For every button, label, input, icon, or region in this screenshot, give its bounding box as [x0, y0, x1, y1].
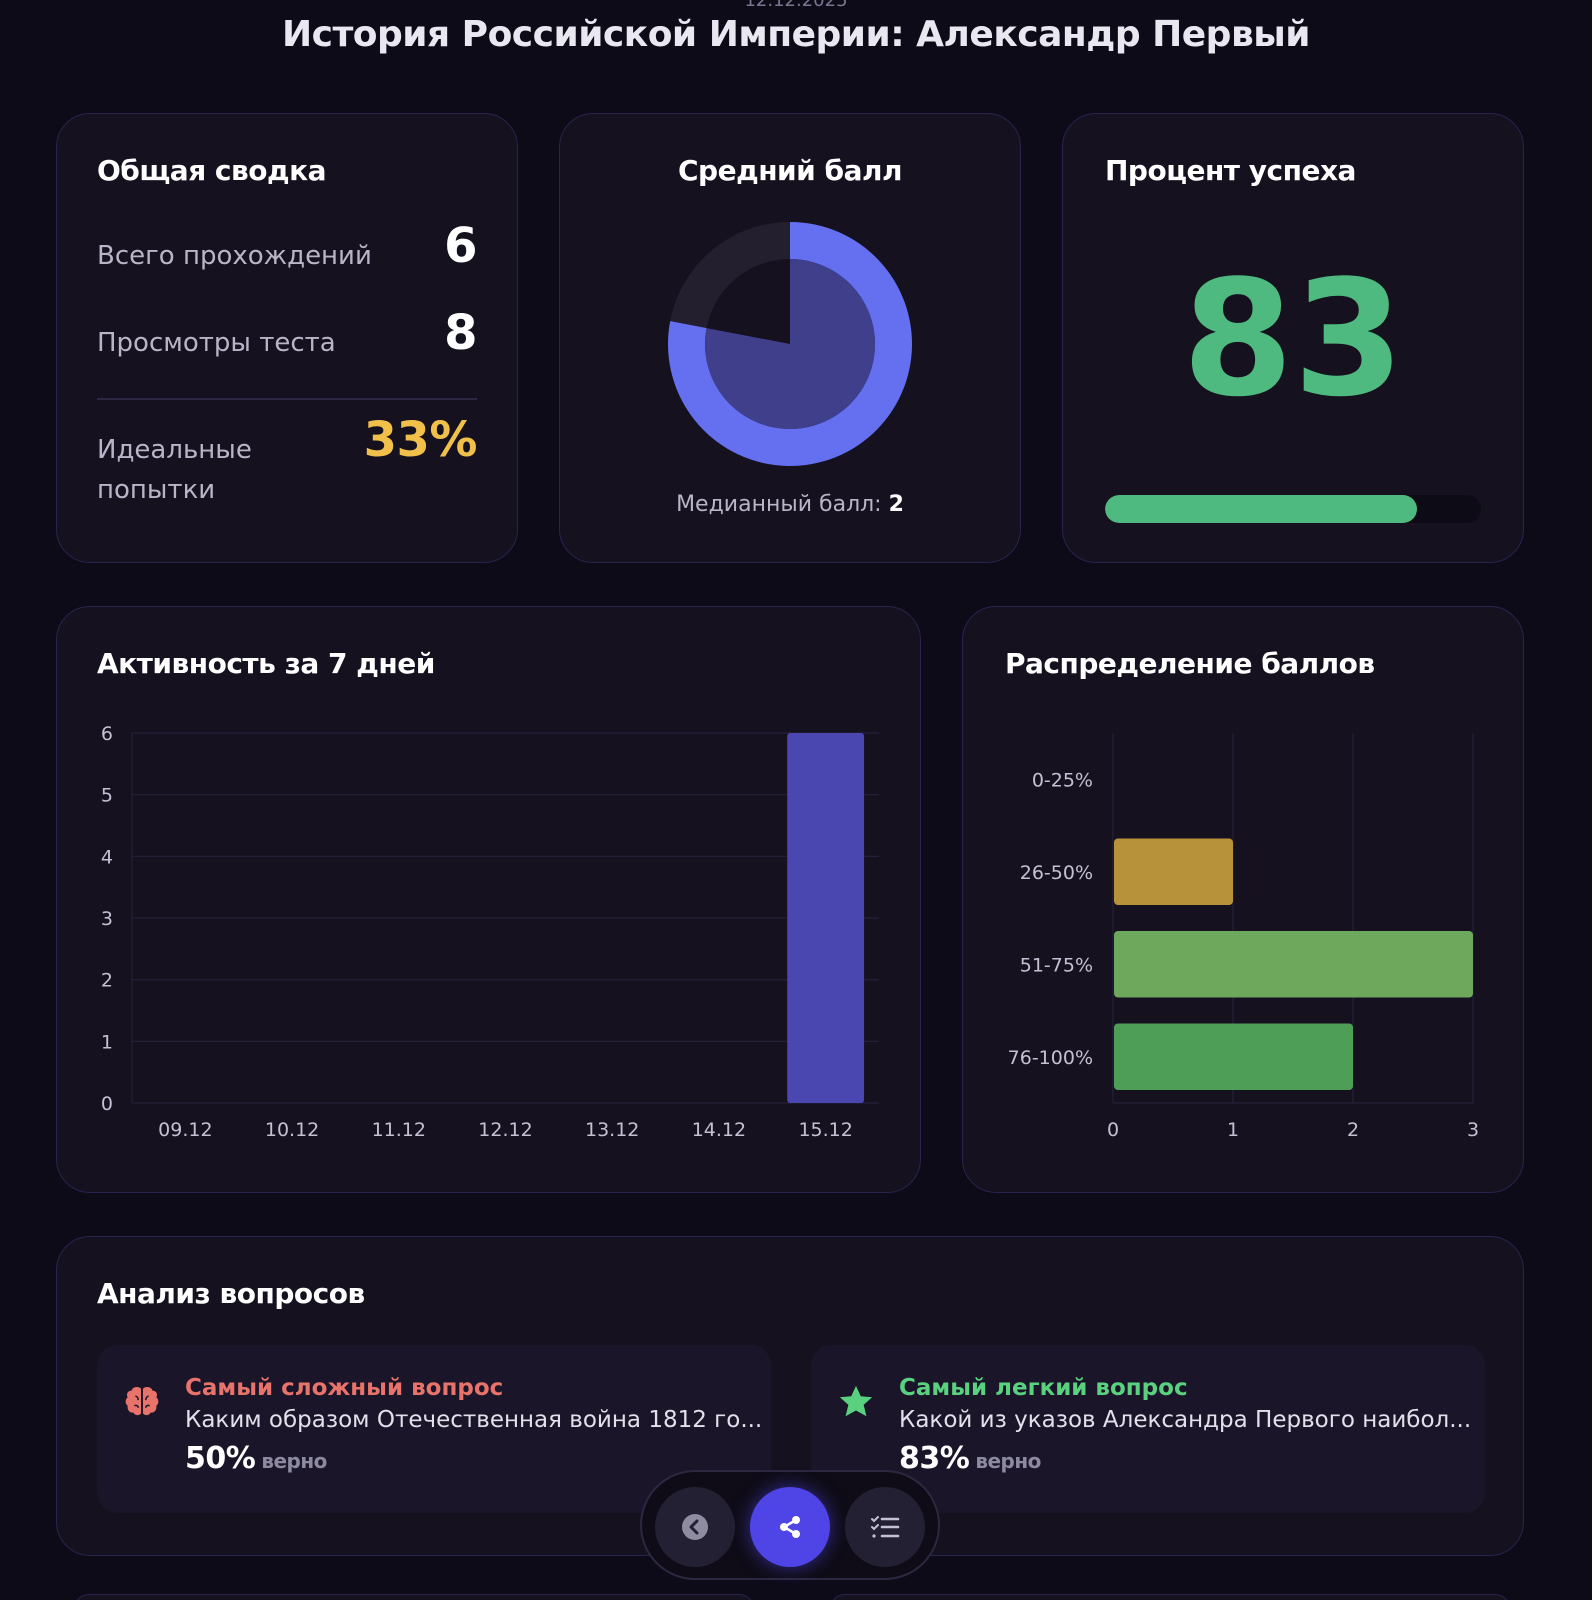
- star-icon: [839, 1385, 873, 1417]
- report-date: 12.12.2025: [744, 0, 848, 11]
- activity-bar: [787, 733, 865, 1103]
- next-card-peek-left: [74, 1594, 754, 1600]
- activity-chart: 0 1 2 3 4 5 6 09.12 10.12 11.12 12.12 13.12 14.12 15.…: [101, 723, 879, 1141]
- distribution-x-tick: 1: [1227, 1119, 1239, 1141]
- distribution-bar: [1114, 1023, 1353, 1091]
- distribution-y-tick: 26-50%: [1020, 862, 1093, 884]
- activity-x-tick: 10.12: [265, 1119, 319, 1141]
- total-attempts-label: Всего прохождений: [97, 241, 372, 271]
- distribution-y-tick: 76-100%: [1008, 1047, 1093, 1069]
- success-progress-fill: [1105, 495, 1418, 523]
- question-list-button[interactable]: [845, 1487, 925, 1567]
- next-card-peek-right: [830, 1594, 1510, 1600]
- average-score-donut: [668, 222, 912, 466]
- easiest-question-heading: Самый легкий вопрос: [899, 1375, 1188, 1401]
- activity-x-tick: 09.12: [158, 1119, 212, 1141]
- question-analysis-title: Анализ вопросов: [97, 1277, 365, 1310]
- perfect-attempts-label-line1: Идеальные: [97, 435, 252, 465]
- share-icon: [780, 1516, 800, 1538]
- success-rate-value: 83: [1182, 245, 1404, 432]
- distribution-bar: [1114, 838, 1233, 906]
- donut-inner-sector: [705, 259, 875, 429]
- activity-y-tick: 6: [101, 723, 113, 745]
- perfect-attempts-value: 33%: [363, 412, 478, 468]
- share-button[interactable]: [750, 1487, 830, 1567]
- activity-x-tick: 13.12: [585, 1119, 639, 1141]
- median-score-label: Медианный балл:: [676, 492, 882, 517]
- score-distribution-chart: 0 1 2 3 0-25% 26-50% 51-75% 76-100%: [1008, 733, 1479, 1141]
- summary-card: Общая сводка Всего прохождений 6 Просмот…: [56, 113, 518, 563]
- activity-x-tick: 15.12: [798, 1119, 852, 1141]
- distribution-x-tick: 0: [1107, 1119, 1119, 1141]
- total-attempts-value: 6: [444, 218, 477, 274]
- checklist-icon: [871, 1516, 900, 1538]
- median-score: Медианный балл: 2: [560, 492, 1020, 517]
- easiest-question-stat: 83% верно: [899, 1441, 1041, 1476]
- hardest-question-stat: 50% верно: [185, 1441, 327, 1476]
- easiest-question-percent: 83%: [899, 1441, 970, 1476]
- activity-y-tick: 2: [101, 970, 113, 992]
- distribution-bar: [1114, 930, 1473, 998]
- distribution-y-tick: 51-75%: [1020, 954, 1093, 976]
- distribution-y-tick: 0-25%: [1032, 769, 1093, 791]
- activity-y-tick: 5: [101, 785, 113, 807]
- distribution-x-tick: 3: [1467, 1119, 1479, 1141]
- summary-title: Общая сводка: [97, 154, 327, 187]
- chevron-left-icon: [682, 1514, 708, 1540]
- activity-y-tick: 0: [101, 1093, 113, 1115]
- activity-chart-title: Активность за 7 дней: [97, 647, 435, 680]
- success-rate-title: Процент успеха: [1105, 154, 1356, 187]
- success-rate-card: Процент успеха 83: [1062, 113, 1524, 563]
- hardest-question-percent: 50%: [185, 1441, 256, 1476]
- median-score-value: 2: [888, 492, 904, 517]
- activity-chart-card: Активность за 7 дней 0 1 2 3 4 5 6 09.12 10.12 11…: [56, 606, 921, 1193]
- activity-x-tick: 14.12: [692, 1119, 746, 1141]
- score-distribution-title: Распределение баллов: [1005, 647, 1375, 680]
- average-score-title: Средний балл: [678, 154, 903, 187]
- distribution-x-tick: 2: [1347, 1119, 1359, 1141]
- activity-y-tick: 1: [101, 1031, 113, 1053]
- success-progress-track: [1105, 495, 1481, 523]
- easiest-question-text: Какой из указов Александра Первого наибо…: [899, 1407, 1472, 1433]
- summary-divider: [97, 398, 477, 400]
- activity-x-tick: 11.12: [372, 1119, 426, 1141]
- test-views-value: 8: [444, 305, 477, 361]
- brain-icon: [125, 1387, 159, 1416]
- average-score-card: Средний балл Медианный балл: 2: [559, 113, 1021, 563]
- perfect-attempts-label-line2: попытки: [97, 475, 216, 505]
- floating-action-bar: [640, 1470, 940, 1580]
- hardest-question-suffix: верно: [261, 1449, 327, 1473]
- hardest-question-text: Каким образом Отечественная война 1812 г…: [185, 1407, 763, 1433]
- activity-y-tick: 3: [101, 908, 113, 930]
- easiest-question-suffix: верно: [975, 1449, 1041, 1473]
- activity-x-tick: 12.12: [478, 1119, 532, 1141]
- hardest-question-box[interactable]: Самый сложный вопрос Каким образом Отече…: [97, 1345, 771, 1513]
- easiest-question-box[interactable]: Самый легкий вопрос Какой из указов Алек…: [811, 1345, 1485, 1513]
- hardest-question-heading: Самый сложный вопрос: [185, 1375, 504, 1401]
- test-views-label: Просмотры теста: [97, 328, 336, 358]
- score-distribution-card: Распределение баллов 0 1 2 3 0-25% 26-50% 51-7…: [962, 606, 1524, 1193]
- page-title: История Российской Империи: Александр Пе…: [281, 14, 1311, 55]
- perfect-attempts-label: Идеальные попытки: [97, 430, 252, 510]
- back-button[interactable]: [655, 1487, 735, 1567]
- activity-y-tick: 4: [101, 846, 113, 868]
